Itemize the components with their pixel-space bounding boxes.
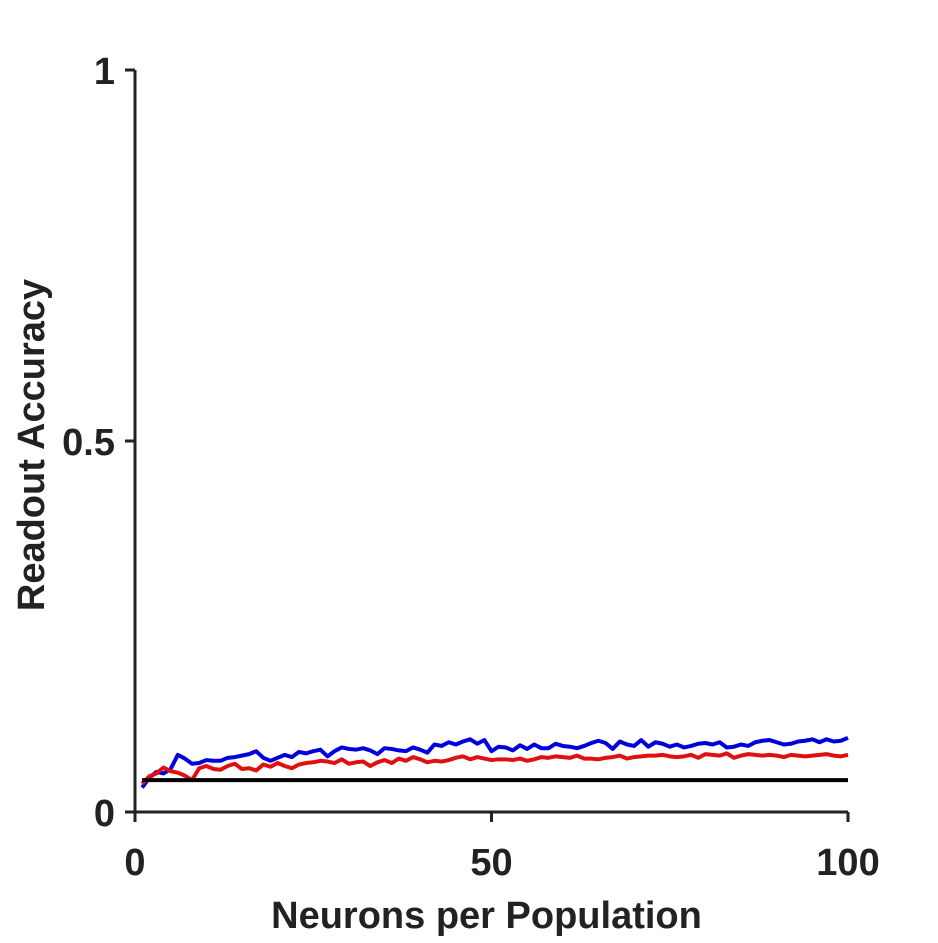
ticks: 0 50 100 0 0.5 1 <box>62 51 880 884</box>
y-tick-label: 0 <box>94 793 115 835</box>
blue-series-line <box>140 735 849 789</box>
red-series-line <box>140 751 849 786</box>
x-axis-label: Neurons per Population <box>271 895 702 937</box>
x-tick-label: 100 <box>816 842 879 884</box>
x-tick-label: 0 <box>124 842 145 884</box>
y-axis-label: Readout Accuracy <box>11 279 53 611</box>
axes <box>133 70 848 814</box>
y-tick-label: 0.5 <box>62 422 115 464</box>
series <box>140 735 849 789</box>
y-tick-label: 1 <box>94 51 115 93</box>
x-tick-label: 50 <box>470 842 512 884</box>
